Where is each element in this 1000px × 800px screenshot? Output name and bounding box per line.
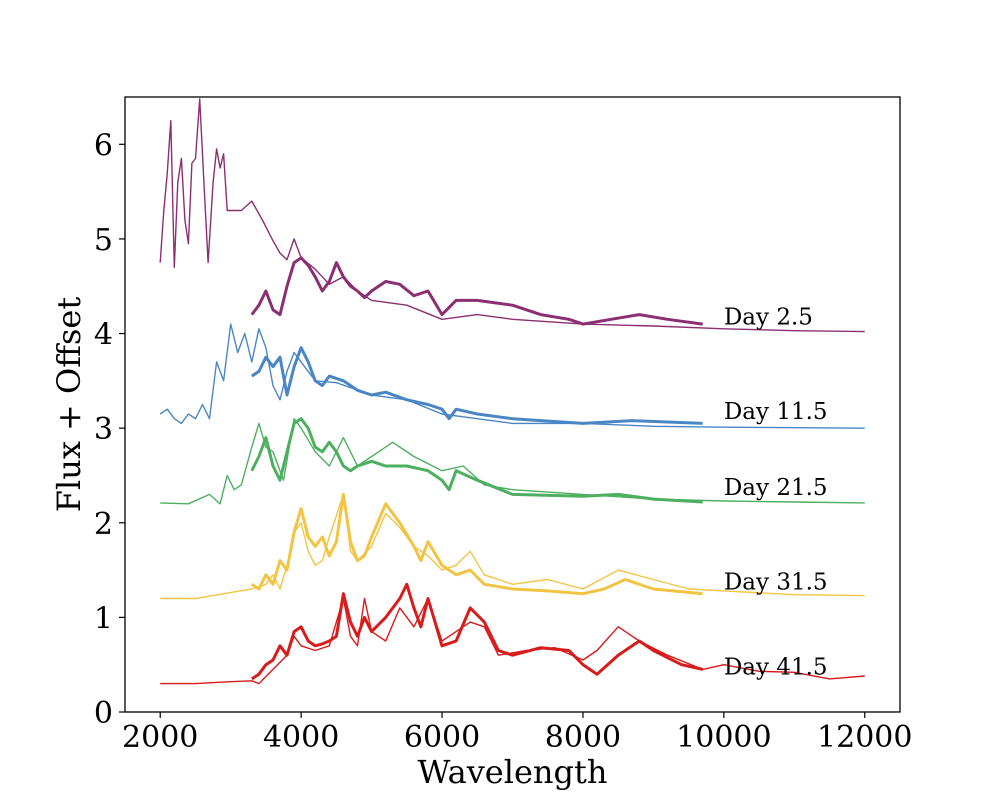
labels-layer: Day 2.5 Day 11.5 Day 21.5 Day 31.5 Day 41.5 <box>724 305 828 681</box>
series-label-day-2-5: Day 2.5 <box>724 305 813 331</box>
series-layer <box>159 98 865 685</box>
y-axis-title: Flux + Offset <box>50 297 88 513</box>
model-line-day-2-5 <box>159 98 865 333</box>
x-tick-label: 4000 <box>263 720 339 755</box>
model-line-day-21-5 <box>160 418 865 505</box>
model-line-day-31-5 <box>160 493 865 600</box>
y-tick-label: 2 <box>94 507 113 542</box>
x-axis-title: Wavelength <box>418 753 608 791</box>
y-tick-label: 1 <box>94 601 113 636</box>
series-label-day-11-5: Day 11.5 <box>724 399 828 425</box>
x-tick-label: 10000 <box>676 720 771 755</box>
model-line-day-11-5 <box>159 323 865 429</box>
observed-line-day-41-5 <box>250 582 704 681</box>
series-label-day-41-5: Day 41.5 <box>724 655 828 681</box>
x-tick-label: 8000 <box>545 720 621 755</box>
series-label-day-21-5: Day 21.5 <box>724 475 828 501</box>
x-tick-label: 2000 <box>122 720 198 755</box>
observed-line-day-21-5 <box>250 417 703 504</box>
y-tick-label: 0 <box>94 696 113 731</box>
observed-line-day-11-5 <box>250 346 703 425</box>
x-tick-label: 6000 <box>404 720 480 755</box>
y-tick-label: 6 <box>94 128 113 163</box>
x-tick-label: 12000 <box>817 720 912 755</box>
y-tick-label: 4 <box>94 318 113 353</box>
y-tick-label: 5 <box>94 223 113 258</box>
observed-line-day-2-5 <box>250 256 703 326</box>
observed-line-day-31-5 <box>250 492 703 596</box>
plot-frame <box>124 96 901 713</box>
axes-layer: 2000 4000 6000 8000 10000 12000 0 1 2 3 4 5 6 <box>94 128 913 755</box>
series-label-day-31-5: Day 31.5 <box>724 569 828 595</box>
y-tick-label: 3 <box>94 412 113 447</box>
